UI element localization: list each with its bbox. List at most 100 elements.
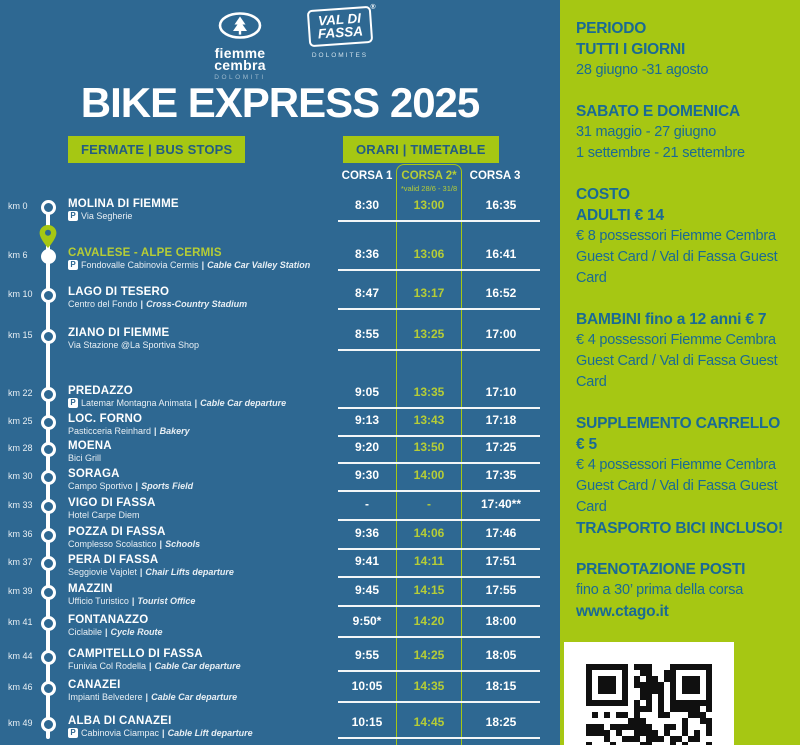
column-header-corsa1: CORSA 1 [341, 170, 393, 182]
time-corsa3: 17:10 [485, 385, 517, 399]
row-separator [338, 670, 540, 672]
stop-info: VIGO DI FASSA Hotel Carpe Diem [68, 497, 156, 520]
km-label: km 10 [8, 289, 33, 299]
row-separator [338, 636, 540, 638]
timeline-node-icon [41, 681, 56, 696]
km-label: km 15 [8, 330, 33, 340]
time-corsa2: - [427, 497, 431, 511]
timeline-node-icon [41, 470, 56, 485]
stops-section-header: FERMATE | BUS STOPS [68, 136, 246, 163]
stop-info: CAVALESE - ALPE CERMIS P Fondovalle Cabino… [68, 247, 310, 270]
stop-subtitle-en: Cable Car departure [151, 692, 238, 702]
stop-row: km 33 VIGO DI FASSA Hotel Carpe Diem - - 17:4… [0, 492, 560, 521]
parking-icon: P [68, 260, 78, 270]
km-label: km 28 [8, 443, 33, 453]
stop-subtitle: Centro del Fondo | Cross-Country Stadium [68, 299, 247, 309]
time-corsa1: - [365, 497, 369, 511]
stop-name: POZZA DI FASSA [68, 526, 166, 538]
time-corsa1: 9:50* [352, 614, 382, 628]
stop-subtitle-text: Centro del Fondo [68, 299, 138, 309]
info-line: fino a 30’ prima della corsa [576, 582, 744, 598]
subtitle-divider: | [105, 627, 108, 637]
logo-text: FASSA [317, 23, 364, 42]
timeline-node-icon [41, 249, 56, 264]
stop-times: 9:30 14:00 17:35 [338, 464, 540, 492]
stop-subtitle-en: Cable Car Valley Station [207, 260, 311, 270]
stop-times: 9:05 13:35 17:10 [338, 351, 540, 409]
fiemme-cembra-logo: fiemme cembra DOLOMITI [196, 12, 284, 81]
subtitle-divider: | [145, 692, 149, 702]
stop-subtitle: Campo Sportivo | Sports Field [68, 481, 193, 491]
row-separator [338, 407, 540, 409]
stop-subtitle-en: Chair Lifts departure [145, 567, 234, 577]
time-corsa3: 18:05 [485, 648, 517, 662]
timeline-node-icon [41, 415, 56, 430]
time-corsa3: 16:52 [485, 286, 517, 300]
row-separator [338, 349, 540, 351]
stop-times: 10:05 14:35 18:15 [338, 672, 540, 703]
stop-info: FONTANAZZO Ciclabile | Cycle Route [68, 614, 163, 637]
stop-subtitle-text: Pasticceria Reinhard [68, 426, 152, 436]
stop-info: CANAZEI Impianti Belvedere | Cable Car depa… [68, 679, 237, 702]
stop-name: CAVALESE - ALPE CERMIS [68, 247, 222, 259]
info-line: TRASPORTO BICI INCLUSO! [576, 520, 783, 537]
stop-subtitle-text: Latemar Montagna Animata [81, 398, 192, 408]
time-corsa2: 13:06 [413, 247, 445, 261]
qr-code [564, 642, 734, 745]
timetable-panel: fiemme cembra DOLOMITI VAL DI FASSA ® DO… [0, 0, 560, 745]
time-corsa2: 13:17 [413, 286, 445, 300]
timeline-node-icon [41, 585, 56, 600]
stop-subtitle-en: Cable Car departure [200, 398, 287, 408]
km-label: km 36 [8, 529, 33, 539]
time-corsa2: 13:43 [413, 413, 445, 427]
subtitle-divider: | [149, 661, 152, 671]
subtitle-divider: | [139, 567, 143, 577]
stop-row: km 10 LAGO DI TESERO Centro del Fondo | Cros… [0, 271, 560, 310]
stop-times: 9:36 14:06 17:46 [338, 521, 540, 550]
stop-name: CAMPITELLO DI FASSA [68, 648, 203, 660]
stops-list: km 0 MOLINA DI FIEMME P Via Segherie 8:30 13:… [0, 180, 560, 739]
row-separator [338, 519, 540, 521]
fassa-logo-box: VAL DI FASSA ® [306, 3, 376, 48]
stop-subtitle-en: Sports Field [141, 481, 194, 491]
stop-subtitle-en: Bakery [159, 426, 190, 436]
time-corsa3: 17:25 [485, 440, 517, 454]
time-corsa2: 13:50 [413, 440, 445, 454]
time-corsa2: 13:35 [413, 385, 445, 399]
stop-info: MAZZIN Ufficio Turistico | Tourist Office [68, 583, 195, 606]
row-separator [338, 737, 540, 739]
stop-row: km 30 SORAGA Campo Sportivo | Sports Field 9:… [0, 464, 560, 492]
stop-subtitle-text: Ufficio Turistico [68, 596, 129, 606]
stop-info: ALBA DI CANAZEI P Cabinovia Ciampac | Cable … [68, 715, 253, 738]
km-label: km 25 [8, 416, 33, 426]
stop-subtitle-text: Funivia Col Rodella [68, 661, 147, 671]
subtitle-divider: | [159, 539, 163, 549]
website-link[interactable]: www.ctago.it [576, 603, 669, 620]
stop-times: 9:20 13:50 17:25 [338, 437, 540, 464]
stop-subtitle: Via Stazione @La Sportiva Shop [68, 340, 199, 350]
row-separator [338, 576, 540, 578]
stop-row: km 46 CANAZEI Impianti Belvedere | Cable Car… [0, 672, 560, 703]
info-block: COSTO ADULTI € 14 € 8 possessori Fiemme Ce… [576, 184, 790, 289]
stop-subtitle: Seggiovie Vajolet | Chair Lifts departure [68, 567, 234, 577]
stop-subtitle-en: Cable Car departure [154, 661, 241, 671]
km-label: km 6 [8, 250, 28, 260]
time-corsa2: 14:20 [413, 614, 445, 628]
info-line: Guest Card / Val di Fassa Guest Card [576, 353, 778, 390]
stop-times: 9:50* 14:20 18:00 [338, 607, 540, 638]
subtitle-divider: | [131, 596, 135, 606]
row-separator [338, 490, 540, 492]
time-corsa2: 13:25 [413, 327, 445, 341]
stop-subtitle-text: Ciclabile [68, 627, 103, 637]
time-corsa1: 9:20 [354, 440, 380, 454]
stop-subtitle-text: Campo Sportivo [68, 481, 133, 491]
parking-icon: P [68, 398, 78, 408]
timeline-node-icon [41, 650, 56, 665]
info-line: COSTO [576, 186, 630, 203]
parking-icon: P [68, 728, 78, 738]
km-label: km 22 [8, 388, 33, 398]
logo-text: DOLOMITES [311, 52, 369, 59]
stop-times: 8:47 13:17 16:52 [338, 271, 540, 310]
info-line: € 8 possessori Fiemme Cembra [576, 228, 776, 244]
row-separator [338, 435, 540, 437]
